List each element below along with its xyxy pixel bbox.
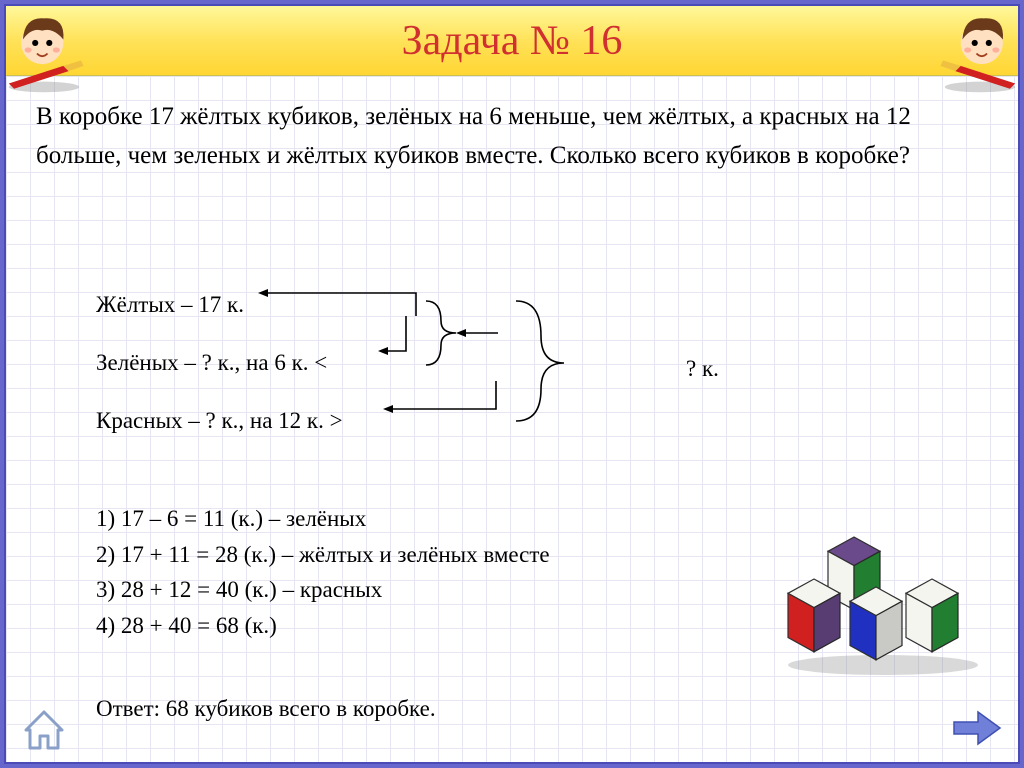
slide-frame: Задача № 16 В коро [0,0,1024,768]
solution-step: 1) 17 – 6 = 11 (к.) – зелёных [96,501,550,537]
given-green: Зелёных – ? к., на 6 к. < [96,334,343,392]
given-yellow: Жёлтых – 17 к. [96,276,343,334]
slide-title: Задача № 16 [6,6,1018,76]
given-red: Красных – ? к., на 12 к. > [96,392,343,450]
boy-character-right-icon [936,6,1024,94]
boy-character-left-icon [0,6,88,94]
slide-inner: Задача № 16 В коро [4,4,1020,764]
answer-line: Ответ: 68 кубиков всего в коробке. [96,696,436,722]
total-unknown-label: ? к. [686,356,719,382]
solution-steps: 1) 17 – 6 = 11 (к.) – зелёных 2) 17 + 11… [96,501,550,644]
home-icon[interactable] [18,704,70,752]
next-arrow-icon[interactable] [948,704,1006,752]
cubes-illustration-icon [778,527,988,677]
solution-step: 2) 17 + 11 = 28 (к.) – жёлтых и зелёных … [96,537,550,573]
title-bar: Задача № 16 [6,6,1018,76]
problem-statement: В коробке 17 жёлтых кубиков, зелёных на … [36,98,988,176]
solution-step: 3) 28 + 12 = 40 (к.) – красных [96,572,550,608]
given-data: Жёлтых – 17 к. Зелёных – ? к., на 6 к. <… [96,276,343,450]
solution-step: 4) 28 + 40 = 68 (к.) [96,608,550,644]
